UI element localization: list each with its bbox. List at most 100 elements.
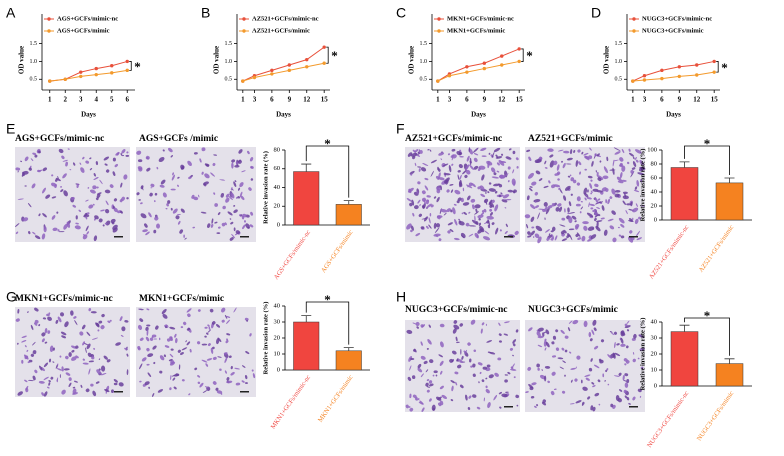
cell	[246, 319, 248, 322]
category-label: AZ521+GCFs/mimic	[698, 224, 736, 274]
legend-marker	[437, 17, 441, 21]
cell	[167, 200, 171, 204]
cell	[543, 202, 548, 207]
cell	[69, 169, 72, 171]
cell	[105, 208, 110, 214]
cell	[526, 149, 531, 153]
cell	[538, 208, 546, 210]
cell	[442, 163, 449, 167]
cell	[547, 205, 553, 209]
cell	[469, 358, 472, 363]
cell	[444, 177, 450, 184]
cell	[124, 320, 129, 323]
cell	[620, 330, 625, 337]
cell	[609, 169, 616, 171]
cell	[70, 345, 77, 349]
cell	[535, 225, 543, 232]
cell	[424, 177, 429, 181]
cell	[568, 320, 573, 324]
cell	[73, 316, 77, 319]
cell	[557, 203, 562, 207]
y-tick-label: 0	[277, 366, 280, 373]
cell	[104, 388, 110, 393]
cell	[628, 402, 631, 405]
x-tick-label: 12	[498, 96, 506, 104]
cell	[249, 333, 252, 337]
cell	[591, 160, 594, 167]
cell	[194, 367, 198, 371]
x-tick-label: 1	[241, 96, 245, 104]
cell	[485, 377, 488, 380]
legend-label: AZ521+GCFs/mimic-nc	[252, 15, 319, 22]
cell	[183, 321, 187, 326]
cell	[173, 374, 180, 377]
error-bar	[724, 358, 735, 364]
x-tick-label: 1	[48, 96, 52, 104]
cell	[554, 173, 560, 176]
cell	[32, 231, 36, 235]
cell	[24, 379, 28, 383]
cell	[582, 221, 589, 225]
point	[517, 47, 521, 51]
cell	[468, 147, 471, 153]
cell	[21, 359, 24, 364]
cell	[438, 354, 443, 358]
cell	[105, 169, 110, 173]
point	[252, 75, 257, 80]
cell	[206, 332, 209, 335]
cell	[59, 312, 65, 317]
cell	[199, 382, 204, 388]
cell	[575, 203, 581, 207]
point	[94, 72, 98, 77]
series-line	[242, 46, 325, 82]
cell	[87, 187, 90, 189]
cell	[453, 237, 460, 241]
cell	[60, 331, 67, 336]
legend-marker	[437, 29, 441, 33]
cell	[498, 184, 503, 188]
cell	[549, 160, 555, 168]
cell	[469, 164, 474, 170]
cell	[146, 324, 151, 327]
cell	[462, 169, 467, 175]
cell	[613, 159, 619, 162]
cell	[155, 325, 159, 330]
cell	[146, 329, 149, 336]
cell	[436, 196, 440, 203]
cell	[170, 188, 176, 191]
cell	[42, 187, 46, 194]
cell	[592, 319, 597, 326]
cell	[433, 196, 437, 199]
cell	[433, 222, 437, 229]
cell	[221, 222, 226, 227]
scale-bar	[114, 391, 123, 393]
cell	[587, 396, 591, 400]
cell	[464, 349, 468, 355]
cell	[577, 237, 582, 240]
cell	[639, 159, 644, 166]
cell	[147, 353, 154, 358]
cell	[15, 167, 21, 171]
cell	[498, 340, 502, 343]
cell	[115, 342, 121, 346]
cell	[165, 207, 168, 210]
cell	[426, 203, 432, 209]
cell	[455, 336, 458, 342]
y-tick-label: 30	[274, 318, 281, 325]
cell	[121, 149, 126, 154]
cell	[624, 323, 628, 327]
cell	[606, 368, 609, 371]
cell	[529, 187, 533, 192]
cell	[231, 159, 236, 163]
y-tick-label: 40	[651, 318, 658, 325]
cell	[587, 175, 593, 179]
bar	[715, 182, 744, 221]
cell	[544, 375, 547, 382]
cell	[75, 355, 79, 359]
cell	[612, 237, 617, 243]
cell	[405, 404, 409, 409]
cell	[564, 208, 566, 213]
cell	[470, 198, 476, 203]
point	[287, 68, 292, 73]
cell	[97, 329, 100, 332]
